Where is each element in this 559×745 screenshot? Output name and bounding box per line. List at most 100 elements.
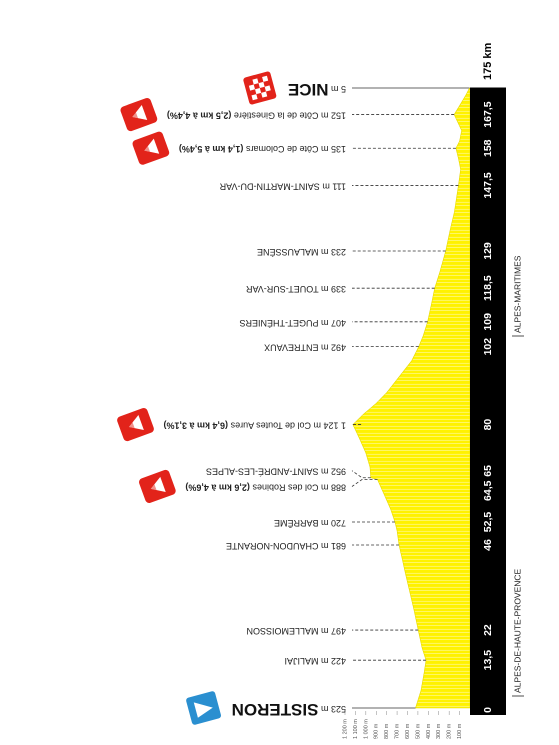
region-label: ALPES-DE-HAUTE-PROVENCE (512, 568, 522, 693)
y-tick-label: 900 m (374, 723, 380, 739)
waypoint-name: Côte de la Ginestière (234, 110, 319, 120)
waypoint-name: PUGET-THÉNIERS (239, 317, 318, 327)
waypoint-altitude: 492 m (321, 342, 346, 352)
start-icon (186, 691, 222, 725)
climb-note: (2,6 km à 4,6%) (185, 482, 250, 492)
region-label: ALPES-MARITIMES (512, 255, 522, 333)
waypoint-label: 952 m SAINT-ANDRÉ-LES-ALPES (206, 466, 346, 476)
plot-area: 1 200 m 1 100 m 1 000 m 900 m 800 m 700 m 600 … (117, 42, 524, 739)
waypoint-name: ENTREVAUX (264, 342, 318, 352)
y-tick-label: 1 000 m (363, 719, 369, 739)
waypoint-name: Côte de Colomars (245, 144, 318, 154)
climb-icon (117, 408, 154, 442)
x-tick-label: 167,5 (482, 101, 494, 127)
y-tick-label: 200 m (447, 723, 453, 739)
waypoint-name: MALIJAI (284, 656, 318, 666)
waypoint-label: 407 m PUGET-THÉNIERS (239, 317, 346, 327)
waypoint-label: 422 m MALIJAI (284, 656, 346, 666)
y-tick-label: 1 200 m (342, 719, 348, 739)
waypoint-name: Col des Robines (252, 482, 319, 492)
y-tick-label: 1 100 m (353, 719, 359, 739)
climb-note: (6,4 km à 3,1%) (164, 420, 229, 430)
x-tick-label: 65 (482, 465, 494, 477)
waypoint-name: MALLEMOISSON (246, 626, 318, 636)
climb-icon-peak (150, 484, 157, 490)
x-tick-label: 22 (482, 624, 494, 636)
waypoint-name: SAINT-MARTIN-DU-VAR (219, 181, 320, 191)
waypoint-altitude: 681 m (321, 541, 346, 551)
waypoint-altitude: 497 m (321, 626, 346, 636)
waypoint-name: MALAUSSÈNE (257, 247, 319, 257)
finish-icon-check (262, 75, 269, 82)
waypoint-altitude: 888 m (321, 482, 346, 492)
waypoint-label: 152 m Côte de la Ginestière (2,5 km à 4,… (167, 110, 346, 120)
y-tick-label: 100 m (457, 723, 463, 739)
waypoint-altitude: 152 m (321, 110, 346, 120)
waypoint-leader (351, 479, 378, 487)
profile-area (352, 87, 471, 709)
x-tick-label: 0 (482, 707, 494, 713)
waypoint-label: 111 m SAINT-MARTIN-DU-VAR (219, 181, 346, 191)
waypoint-altitude: 339 m (321, 284, 346, 294)
waypoint-name: SAINT-ANDRÉ-LES-ALPES (206, 466, 319, 476)
x-tick-label: 118,5 (482, 275, 494, 301)
finish-icon-check (258, 81, 265, 88)
end-distance-label: 175 km (482, 42, 494, 80)
x-tick-label: 129 (482, 242, 494, 260)
y-tick-label: 700 m (395, 723, 401, 739)
waypoint-label: 135 m Côte de Colomars (1,4 km à 5,4%) (179, 144, 346, 154)
waypoint-label: 888 m Col des Robines (2,6 km à 4,6%) (185, 482, 346, 492)
waypoint-altitude: 422 m (321, 656, 346, 666)
finish-town: NICE (288, 80, 329, 99)
climb-icon-peak (128, 422, 135, 429)
finish-icon-check (252, 78, 259, 85)
finish-icon (243, 71, 277, 105)
climb-icon-peak (144, 146, 151, 152)
finish-icon-check (264, 85, 271, 92)
finish-icon-check (248, 84, 256, 91)
x-tick-label: 80 (482, 419, 494, 431)
y-tick-label: 400 m (426, 723, 432, 739)
waypoint-name: Col de Toutes Aures (230, 420, 311, 430)
waypoint-altitude: 111 m (322, 181, 346, 191)
x-tick-label: 109 (482, 313, 494, 331)
waypoint-name: BARRÊME (274, 518, 319, 528)
x-tick-label: 52,5 (482, 512, 494, 533)
waypoint-name: CHAUDON-NORANTE (226, 541, 319, 551)
waypoint-label: 1 124 m Col de Toutes Aures (6,4 km à 3,… (164, 420, 347, 430)
waypoint-altitude: 720 m (321, 518, 346, 528)
finish-icon-check (251, 94, 258, 101)
climb-icon (120, 98, 158, 132)
waypoint-leader (351, 470, 371, 479)
x-tick-label: 46 (482, 539, 494, 551)
start-icon-mark (193, 702, 213, 718)
waypoint-name: TOUET-SUR-VAR (245, 284, 318, 294)
km-bar (470, 88, 506, 715)
waypoint-label: 681 m CHAUDON-NORANTE (226, 541, 346, 551)
waypoint-label: 497 m MALLEMOISSON (246, 626, 346, 636)
waypoint-label: 492 m ENTREVAUX (264, 342, 346, 352)
finish-town: SISTERON (232, 700, 319, 719)
y-tick-label: 300 m (436, 723, 442, 739)
waypoint-altitude: 233 m (321, 247, 346, 257)
y-tick-label: 800 m (384, 723, 390, 739)
x-tick-label: 13,5 (482, 650, 494, 671)
waypoint-altitude: 5 m (331, 84, 346, 94)
climb-icon (139, 469, 176, 504)
waypoint-altitude: 135 m (321, 144, 346, 154)
waypoint-label: 339 m TOUET-SUR-VAR (245, 284, 346, 294)
waypoint-altitude: 523 m (321, 704, 346, 714)
finish-icon-check (261, 91, 268, 98)
waypoint-label: 523 m SISTERON (232, 700, 346, 719)
climb-note: (1,4 km à 5,4%) (179, 144, 244, 154)
x-tick-label: 158 (482, 139, 494, 157)
waypoint-label: 5 m NICE (288, 80, 346, 99)
climb-note: (2,5 km à 4,4%) (167, 110, 232, 120)
waypoint-label: 720 m BARRÊME (274, 518, 346, 528)
waypoint-altitude: 1 124 m (313, 420, 346, 430)
waypoint-altitude: 952 m (321, 466, 346, 476)
finish-icon-check (255, 88, 262, 95)
waypoint-altitude: 407 m (321, 317, 346, 327)
